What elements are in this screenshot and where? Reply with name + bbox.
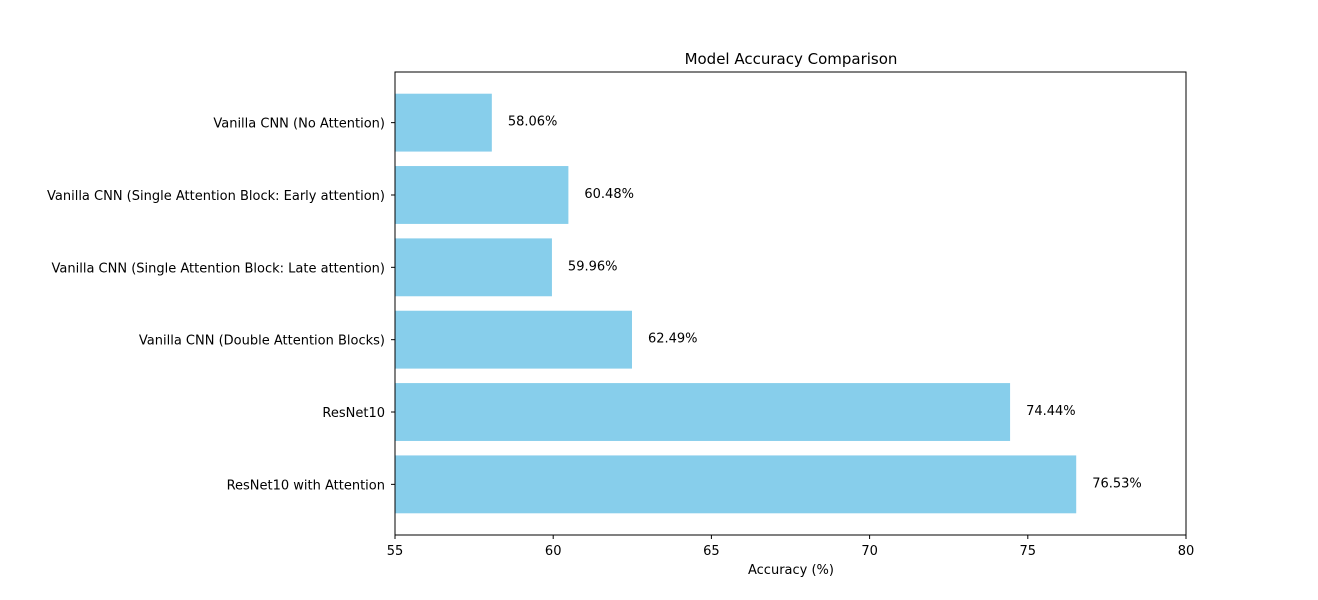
data-label: 76.53% [1092, 476, 1142, 491]
bar [395, 93, 492, 152]
data-label: 60.48% [584, 187, 634, 202]
x-tick-label: 80 [1178, 544, 1195, 559]
x-axis-label: Accuracy (%) [748, 563, 834, 578]
bar [395, 455, 1077, 514]
category-labels: Vanilla CNN (No Attention) Vanilla CNN (S… [47, 117, 385, 494]
x-tick-label: 75 [1020, 544, 1037, 559]
data-label: 62.49% [648, 332, 698, 347]
bar [395, 166, 569, 224]
bar [395, 310, 632, 369]
x-tick-label: 60 [545, 544, 562, 559]
bar [395, 238, 552, 297]
chart-title: Model Accuracy Comparison [685, 50, 898, 68]
x-tick-label: 55 [387, 544, 404, 559]
data-label: 59.96% [568, 259, 618, 274]
category-label: Vanilla CNN (No Attention) [213, 117, 385, 132]
category-label: ResNet10 [322, 406, 385, 421]
plot-frame [394, 71, 1187, 536]
category-label: ResNet10 with Attention [227, 478, 385, 493]
x-tick-label: 65 [703, 544, 720, 559]
axes: 55 60 65 70 75 80 [387, 71, 1195, 559]
category-label: Vanilla CNN (Single Attention Block: Ear… [47, 189, 385, 204]
bar [395, 383, 1011, 441]
data-label: 58.06% [508, 115, 558, 130]
bars-layer [395, 93, 1077, 514]
data-labels: 58.06% 60.48% 59.96% 62.49% 74.44% 76.53% [508, 115, 1142, 492]
x-tick-label: 70 [861, 544, 878, 559]
category-label: Vanilla CNN (Double Attention Blocks) [139, 334, 385, 349]
data-label: 74.44% [1026, 404, 1076, 419]
category-label: Vanilla CNN (Single Attention Block: Lat… [52, 261, 385, 276]
